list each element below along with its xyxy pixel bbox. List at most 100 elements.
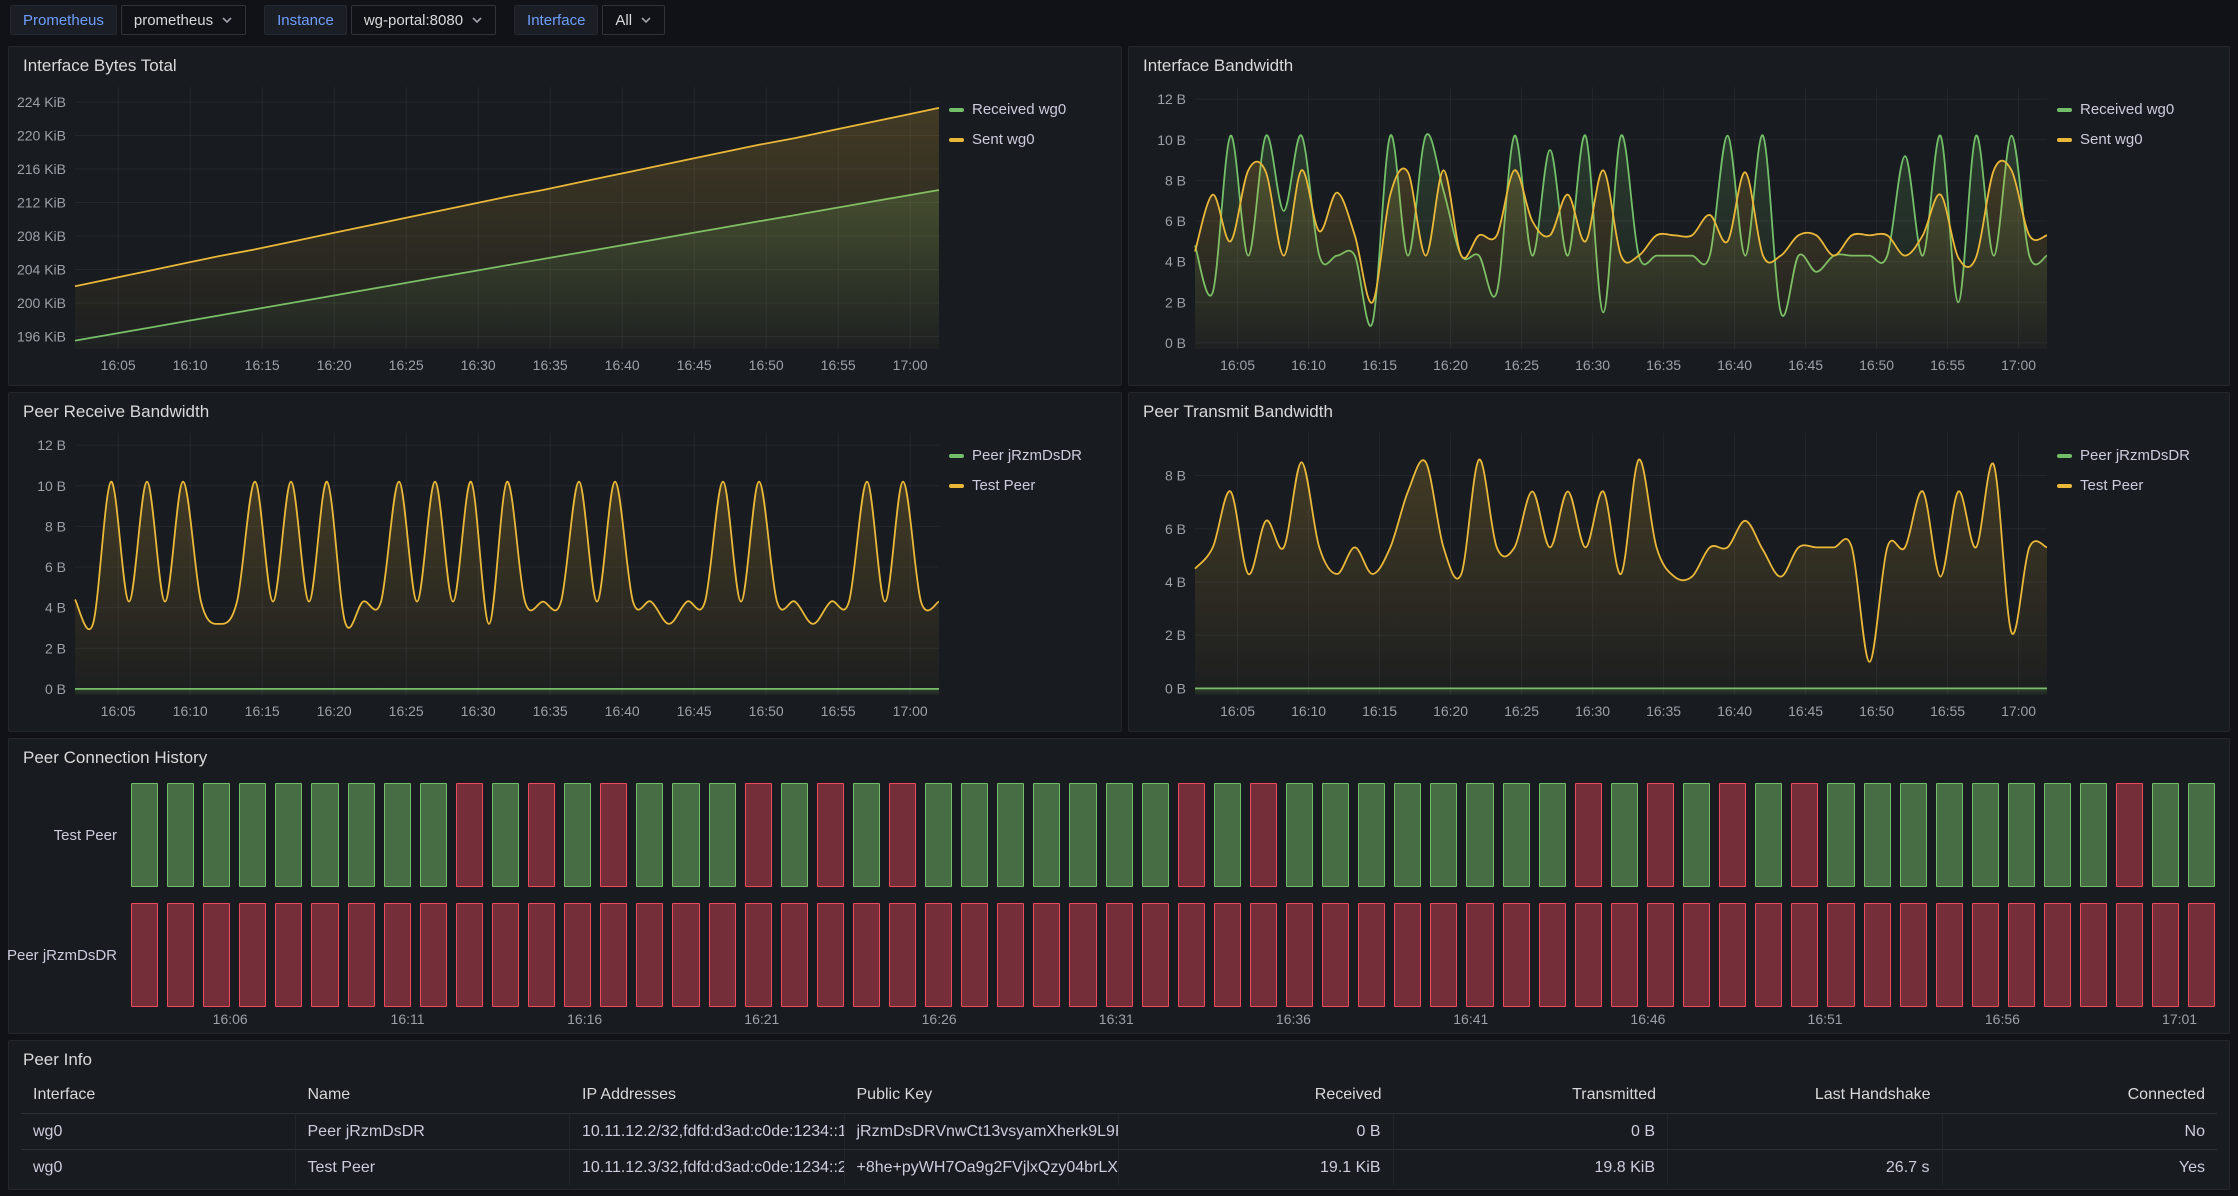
column-header-name[interactable]: Name (307, 1086, 351, 1103)
status-bar-connected (997, 783, 1025, 887)
status-bar-disconnected (1177, 903, 1205, 1007)
panel-title[interactable]: Peer Receive Bandwidth (23, 402, 210, 421)
legend-item[interactable]: Received wg0 (949, 101, 1111, 118)
status-bar-connected (2043, 783, 2072, 887)
column-header-transmitted[interactable]: Transmitted (1572, 1086, 1656, 1103)
panel-title[interactable]: Peer Transmit Bandwidth (1143, 402, 1333, 421)
status-bar-disconnected (961, 903, 989, 1007)
status-history-bars[interactable] (131, 783, 2216, 887)
status-bar-disconnected (2080, 903, 2108, 1007)
panel-title[interactable]: Interface Bandwidth (1143, 56, 1294, 75)
cell-transmitted: 0 B (1393, 1113, 1668, 1149)
legend: Peer jRzmDsDR Test Peer (949, 447, 1111, 494)
panel-title[interactable]: Interface Bytes Total (23, 56, 177, 75)
svg-text:16:15: 16:15 (1362, 357, 1397, 373)
svg-text:17:00: 17:00 (2001, 703, 2036, 719)
svg-text:204 KiB: 204 KiB (17, 261, 66, 277)
panel-title[interactable]: Peer Connection History (23, 748, 208, 767)
legend-item[interactable]: Received wg0 (2057, 101, 2219, 118)
variable-label-interface[interactable]: Interface (514, 5, 599, 35)
legend-label: Peer jRzmDsDR (972, 447, 1083, 464)
legend-item[interactable]: Test Peer (2057, 477, 2219, 494)
legend-item[interactable]: Sent wg0 (949, 131, 1111, 148)
legend-item[interactable]: Peer jRzmDsDR (2057, 447, 2219, 464)
svg-text:2 B: 2 B (1165, 627, 1186, 643)
history-row-label: Test Peer (53, 826, 117, 844)
svg-text:16:35: 16:35 (533, 703, 568, 719)
status-bar-connected (1863, 783, 1891, 887)
status-bar-disconnected (925, 903, 953, 1007)
chevron-down-icon (222, 17, 232, 24)
series-color-swatch (2057, 137, 2072, 142)
status-bar-connected (1610, 783, 1638, 887)
column-header-public-key[interactable]: Public Key (856, 1086, 933, 1103)
cell-last-handshake: 26.7 s (1668, 1149, 1943, 1185)
axis-tick-label: 16:46 (1630, 1011, 1666, 1027)
column-header-last-handshake[interactable]: Last Handshake (1814, 1086, 1931, 1103)
legend-item[interactable]: Peer jRzmDsDR (949, 447, 1111, 464)
column-header-interface[interactable]: Interface (33, 1086, 96, 1103)
svg-text:0 B: 0 B (45, 681, 66, 697)
variable-dropdown-prometheus[interactable]: prometheus (120, 5, 247, 35)
status-bar-disconnected (2116, 783, 2144, 887)
svg-text:16:10: 16:10 (173, 357, 208, 373)
status-bar-connected (2080, 783, 2108, 887)
svg-text:16:40: 16:40 (1717, 703, 1752, 719)
status-bar-disconnected (455, 783, 483, 887)
status-bar-disconnected (311, 903, 339, 1007)
status-history-bars[interactable] (131, 903, 2216, 1007)
panel-interface-bytes-total: Interface Bytes Total 16:05 16:10 16:15 16:… (8, 46, 1122, 386)
status-bar-connected (131, 783, 159, 887)
variable-label-prometheus[interactable]: Prometheus (10, 5, 117, 35)
svg-text:16:05: 16:05 (1220, 357, 1255, 373)
variable-dropdown-instance[interactable]: wg-portal:8080 (350, 5, 497, 35)
status-bar-disconnected (744, 783, 772, 887)
svg-text:16:15: 16:15 (245, 357, 280, 373)
timeseries-chart[interactable]: 16:05 16:10 16:15 16:20 16:25 16:30 16:35 16:40… (1135, 419, 2053, 727)
svg-text:16:20: 16:20 (317, 703, 352, 719)
variable-group-interface: Interface All (514, 5, 666, 35)
status-bar-disconnected (1899, 903, 1927, 1007)
legend-item[interactable]: Sent wg0 (2057, 131, 2219, 148)
history-row: Peer jRzmDsDR (7, 903, 2216, 1007)
status-bar-disconnected (852, 903, 880, 1007)
status-bar-disconnected (383, 903, 411, 1007)
svg-text:16:45: 16:45 (1788, 357, 1823, 373)
timeseries-chart[interactable]: 16:05 16:10 16:15 16:20 16:25 16:30 16:35 16:40… (15, 73, 945, 381)
timeseries-chart[interactable]: 16:05 16:10 16:15 16:20 16:25 16:30 16:35 16:40… (1135, 73, 2053, 381)
status-bar-disconnected (1683, 903, 1711, 1007)
svg-text:224 KiB: 224 KiB (17, 94, 66, 110)
svg-text:10 B: 10 B (1157, 132, 1186, 148)
status-bar-disconnected (1249, 783, 1277, 887)
status-bar-disconnected (528, 903, 556, 1007)
legend-label: Received wg0 (2080, 101, 2175, 118)
svg-text:8 B: 8 B (1165, 468, 1186, 484)
axis-tick-label: 16:21 (744, 1011, 780, 1027)
legend-label: Received wg0 (972, 101, 1067, 118)
status-bar-disconnected (1574, 783, 1602, 887)
legend-item[interactable]: Test Peer (949, 477, 1111, 494)
variable-dropdown-interface[interactable]: All (602, 5, 666, 35)
status-bar-disconnected (1213, 903, 1241, 1007)
column-header-connected[interactable]: Connected (2127, 1086, 2205, 1103)
svg-text:16:20: 16:20 (1433, 357, 1468, 373)
svg-text:6 B: 6 B (45, 559, 66, 575)
svg-text:16:55: 16:55 (1930, 703, 1965, 719)
cell-ip-addresses: 10.11.12.3/32,fdfd:d3ad:c0de:1234::2/128 (570, 1149, 845, 1185)
status-bar-connected (564, 783, 592, 887)
variable-label-instance[interactable]: Instance (264, 5, 347, 35)
series-color-swatch (2057, 453, 2072, 458)
column-header-received[interactable]: Received (1314, 1086, 1382, 1103)
status-history-chart[interactable]: Test Peer Peer jRzmDsDR 16:06 16:11 16:16 16:… (7, 739, 2229, 1033)
timeseries-chart[interactable]: 16:05 16:10 16:15 16:20 16:25 16:30 16:35 16:40… (15, 419, 945, 727)
status-bar-disconnected (636, 903, 664, 1007)
series-color-swatch (949, 107, 964, 112)
axis-tick-label: 16:51 (1807, 1011, 1843, 1027)
column-header-ip-addresses[interactable]: IP Addresses (582, 1086, 676, 1103)
table-row: wg0 Peer jRzmDsDR 10.11.12.2/32,fdfd:d3ad:… (21, 1113, 2217, 1149)
status-bar-disconnected (1791, 783, 1819, 887)
status-bar-disconnected (455, 903, 483, 1007)
panel-title[interactable]: Peer Info (23, 1050, 92, 1069)
svg-text:16:30: 16:30 (461, 703, 496, 719)
cell-last-handshake (1668, 1113, 1943, 1149)
